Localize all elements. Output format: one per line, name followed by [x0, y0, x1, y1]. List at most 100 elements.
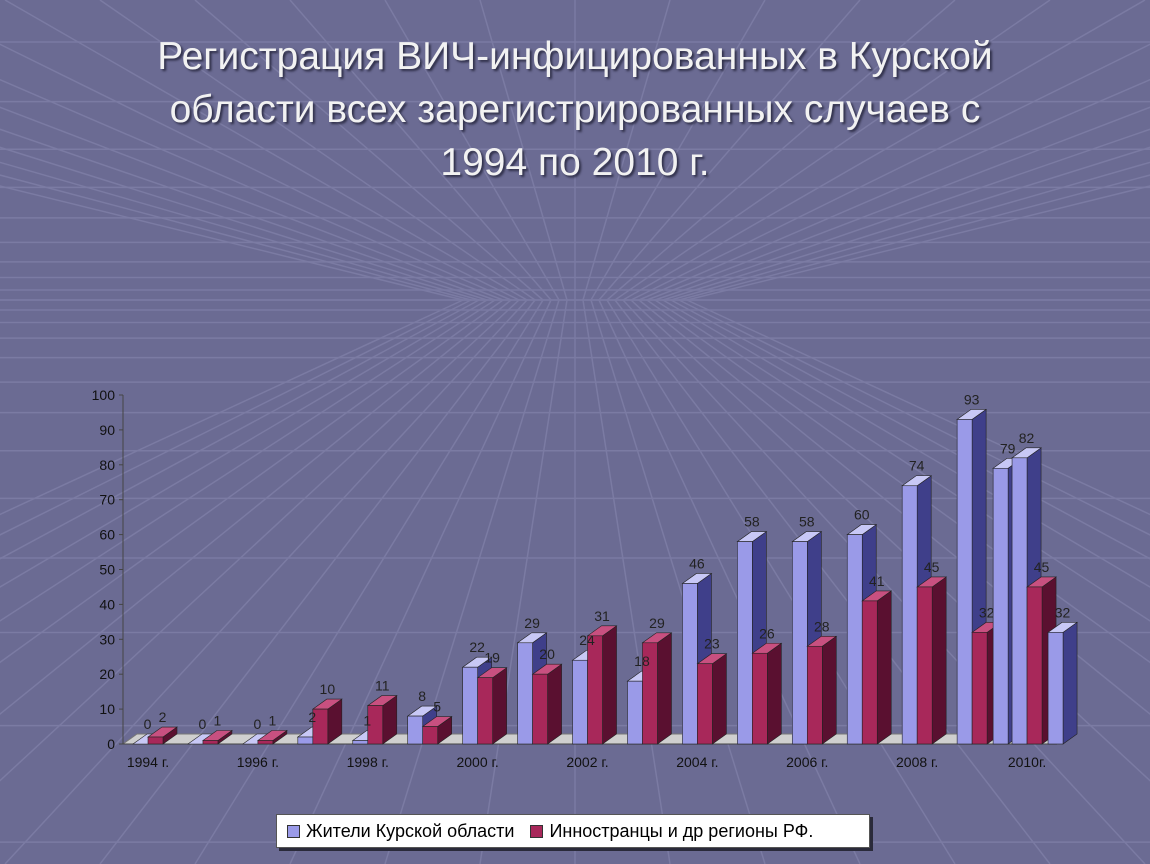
y-tick-label: 30 — [99, 631, 115, 647]
data-label-others-1999: 5 — [433, 699, 441, 715]
bar-others-2002-front — [587, 635, 603, 745]
bar-others-1997-front — [312, 708, 329, 745]
bar-others-2008 — [916, 576, 948, 745]
data-label-others-1995: 1 — [214, 713, 222, 729]
title-line-3: 1994 по 2010 г. — [440, 141, 710, 184]
legend-swatch-others — [530, 824, 544, 838]
x-tick-label: 2006 г. — [786, 754, 828, 770]
y-tick-label: 20 — [99, 666, 115, 682]
title-line-1: Регистрация ВИЧ-инфицированных в Курской — [157, 35, 993, 78]
bar-others-1997 — [311, 698, 343, 745]
data-label-residents-1999: 8 — [418, 688, 426, 704]
bg-grid-line — [479, 299, 568, 864]
bg-grid-line — [590, 299, 766, 864]
data-label-residents-1998: 1 — [363, 713, 371, 729]
bar-others-2001-side — [547, 663, 562, 745]
bar-others-1995 — [202, 729, 233, 745]
bar-others-2002-side — [602, 625, 617, 745]
data-label-others-2000: 19 — [484, 650, 500, 666]
bar-residents-2006-front — [791, 541, 808, 745]
data-label-others-2005: 26 — [759, 625, 775, 641]
bar-others-1998 — [366, 695, 398, 745]
bg-grid-line — [0, 161, 480, 301]
bg-grid-line — [686, 299, 1150, 516]
bg-grid-line — [582, 299, 671, 864]
bar-others-2003-side — [657, 632, 672, 745]
legend-label-others: Инностранцы и др регионы РФ. — [549, 820, 814, 841]
bar-others-1999 — [421, 715, 453, 745]
data-label-residents-2010: 82 — [1019, 430, 1035, 446]
data-label-others-1996: 1 — [268, 713, 276, 729]
bg-grid-line — [598, 299, 861, 864]
y-tick-label: 80 — [99, 457, 115, 473]
bar-others-2003-front — [642, 642, 658, 745]
bar-residents-1999-front — [407, 715, 424, 745]
data-label-residents-2000: 22 — [469, 639, 485, 655]
x-tick-label: 1996 г. — [237, 754, 279, 770]
bar-residents-2005-front — [737, 541, 753, 745]
data-label-residents-2003: 18 — [634, 653, 650, 669]
bg-grid-line — [0, 299, 464, 516]
data-label-others-1997: 10 — [320, 681, 336, 697]
data-label-others-2004: 23 — [704, 636, 720, 652]
x-tick-label: 2000 г. — [456, 754, 498, 770]
bar-residents-1997-front — [297, 736, 314, 745]
bg-grid-line — [614, 299, 1051, 864]
bg-grid-line — [0, 299, 472, 536]
bar-residents-2001-front — [517, 642, 533, 745]
data-label-residents-1995: 0 — [199, 716, 207, 732]
bg-grid-line — [638, 299, 1150, 716]
bar-others-2008-side — [931, 576, 947, 745]
data-label-residents-2004: 46 — [689, 555, 705, 571]
y-tick-label: 10 — [99, 701, 115, 717]
y-tick-label: 40 — [99, 596, 115, 612]
data-label-others-2006: 28 — [814, 618, 830, 634]
legend-swatch-residents — [287, 824, 300, 838]
chart-legend: Жители Курской области Инностранцы и др … — [276, 814, 870, 848]
y-tick-label: 100 — [92, 387, 116, 403]
bar-series3-2010-front — [1047, 632, 1064, 745]
bar-others-1995-front — [202, 740, 219, 745]
bar-series3-2010 — [1047, 621, 1078, 745]
data-label-others-1994: 2 — [159, 709, 167, 725]
bg-grid-line — [0, 299, 496, 622]
bar-others-2001-front — [532, 673, 548, 745]
bar-others-2000-front — [477, 677, 493, 745]
bg-grid-line — [622, 299, 1146, 864]
data-label-others-2008: 45 — [924, 559, 940, 575]
bg-grid-line — [678, 299, 1150, 536]
bar-others-2007-front — [861, 600, 878, 745]
x-tick-label: 1998 г. — [347, 754, 389, 770]
bar-others-2003 — [641, 632, 673, 745]
bg-grid-line — [686, 185, 1150, 301]
bar-series3-2009-front — [992, 467, 1009, 745]
bar-others-1998-front — [367, 705, 384, 745]
bar-others-2004 — [696, 653, 728, 745]
bg-grid-line — [0, 185, 464, 301]
bg-grid-line — [606, 299, 956, 864]
bg-grid-line — [654, 299, 1150, 622]
bar-residents-2000-front — [462, 666, 478, 745]
legend-item-residents: Жители Курской области — [287, 821, 514, 842]
x-tick-label: 1994 г. — [127, 754, 169, 770]
x-tick-label: 2010г. — [1008, 754, 1046, 770]
title-line-2: области всех зарегистрированных случаев … — [169, 88, 981, 131]
bg-grid-line — [678, 174, 1150, 301]
bar-series3-2010-side — [1062, 621, 1078, 745]
bar-others-1994-front — [147, 736, 164, 745]
bar-others-2000 — [476, 667, 508, 745]
y-tick-label: 50 — [99, 562, 115, 578]
x-tick-label: 2008 г. — [896, 754, 938, 770]
bg-grid-line — [662, 299, 1150, 588]
data-label-series3-2009: 79 — [1000, 440, 1016, 456]
bg-grid-line — [384, 299, 560, 864]
y-tick-label: 0 — [107, 736, 115, 752]
bar-residents-1998-front — [352, 740, 369, 745]
legend-label-residents: Жители Курской области — [306, 820, 515, 841]
bar-residents-2007-front — [846, 534, 863, 745]
bar-others-2006-front — [806, 645, 823, 745]
y-tick-label: 90 — [99, 422, 115, 438]
data-label-residents-1997: 2 — [308, 709, 316, 725]
bg-grid-line — [99, 299, 536, 864]
